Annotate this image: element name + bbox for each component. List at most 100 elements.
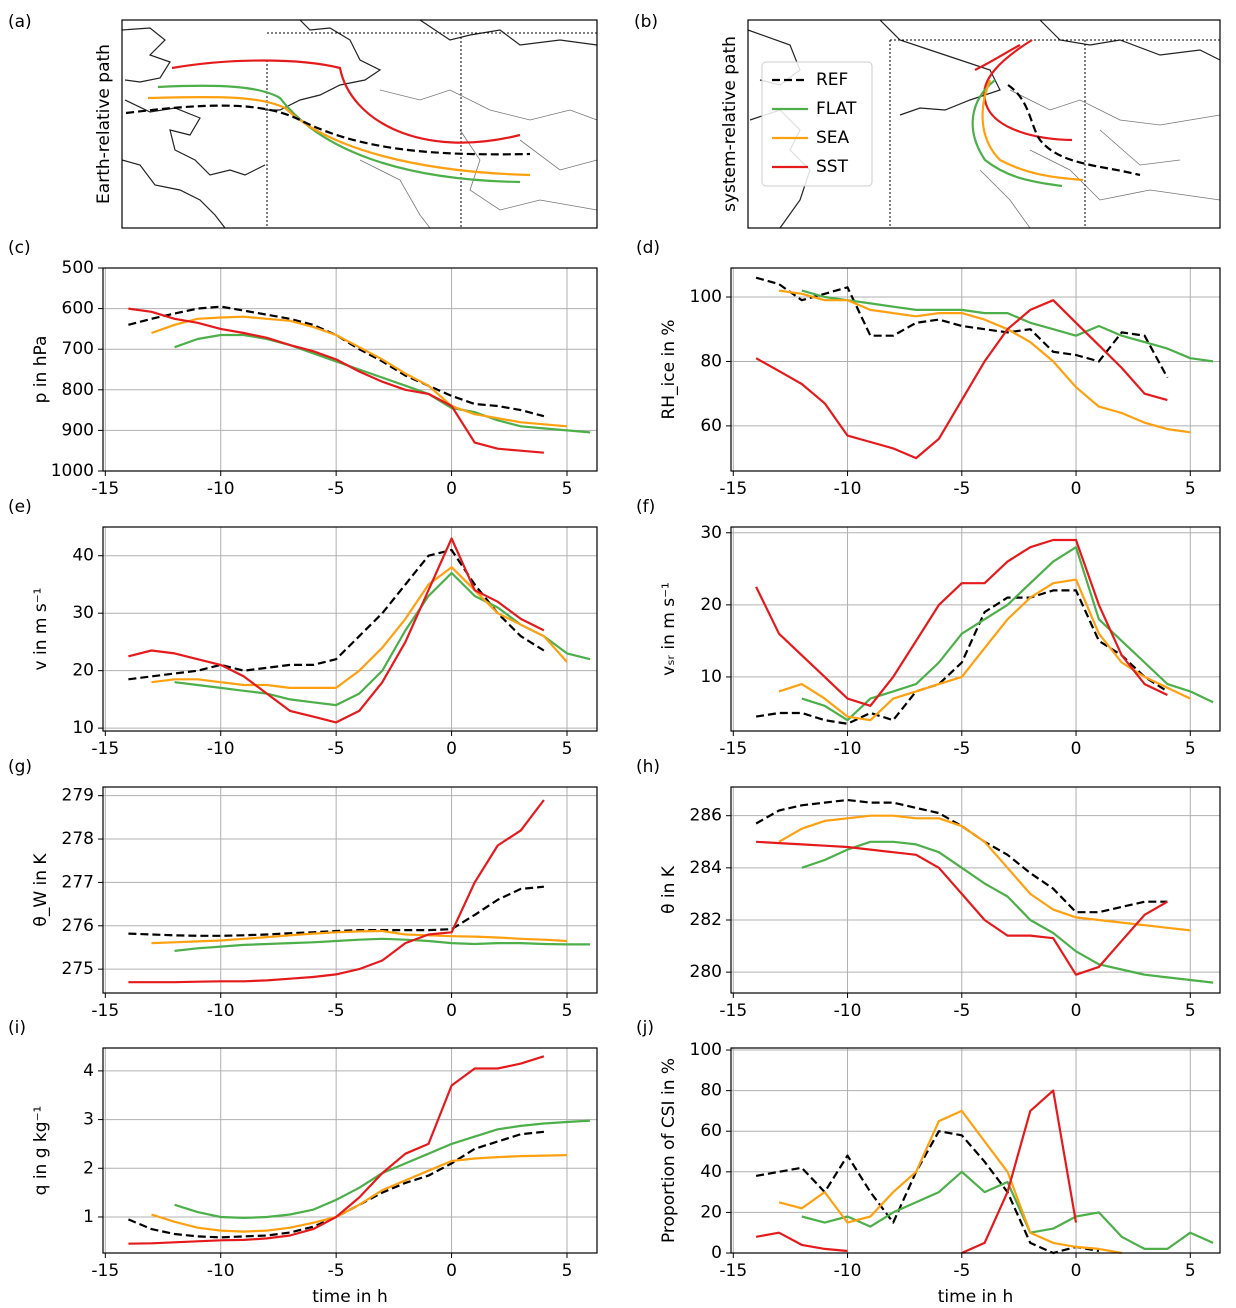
series-line — [778, 1109, 1122, 1255]
x-tick-label: 5 — [562, 1261, 573, 1281]
track-ref — [1007, 84, 1141, 177]
panel-label: (d) — [636, 238, 660, 258]
map-ylabel: system-relative path — [720, 36, 740, 212]
track-flat — [971, 79, 1063, 188]
track-sea — [981, 79, 1084, 182]
x-tick-label: -10 — [207, 739, 235, 759]
x-tick-label: 0 — [446, 479, 457, 499]
map-a: (a) Earth-relative path — [8, 12, 598, 229]
series-line — [128, 1055, 545, 1245]
series-line — [801, 840, 1214, 984]
y-axis-label: RH_ice in % — [659, 319, 679, 419]
track-ref — [125, 104, 531, 156]
plot-frame — [102, 1047, 598, 1254]
series-line — [756, 840, 1168, 976]
legend — [761, 61, 873, 187]
y-tick-label: 276 — [62, 916, 94, 936]
x-tick-label: -15 — [719, 739, 747, 759]
y-tick-label: 80 — [700, 1081, 722, 1101]
y-axis-label: q in g kg⁻¹ — [31, 1106, 51, 1196]
y-tick-label: 277 — [62, 872, 94, 892]
y-tick-label: 60 — [700, 1121, 722, 1141]
x-tick-label: -15 — [91, 479, 119, 499]
x-tick-label: -5 — [953, 1001, 970, 1021]
series-line — [174, 571, 591, 707]
track-sst — [171, 59, 521, 144]
series-line — [801, 289, 1214, 363]
y-axis-label: θ in K — [659, 865, 679, 914]
y-tick-label: 279 — [62, 786, 94, 806]
map-frame — [747, 19, 1221, 229]
y-tick-label: 20 — [72, 661, 94, 681]
y-tick-label: 0 — [711, 1243, 722, 1263]
x-tick-label: -15 — [719, 1261, 747, 1281]
series-line — [128, 799, 545, 984]
series-line — [778, 289, 1191, 434]
series-line — [778, 814, 1191, 932]
x-tick-label: -5 — [328, 1261, 345, 1281]
y-tick-label: 278 — [62, 829, 94, 849]
y-tick-label: 10 — [72, 718, 94, 738]
x-tick-label: -15 — [91, 1001, 119, 1021]
x-tick-label: -15 — [719, 1001, 747, 1021]
y-tick-label: 284 — [690, 858, 722, 878]
y-axis-label: Proportion of CSI in % — [659, 1058, 679, 1243]
map-b: (b) system-relative path REF FLAT SEA SS… — [634, 12, 1221, 229]
x-tick-label: 0 — [1071, 1001, 1082, 1021]
x-tick-label: 0 — [1071, 1261, 1082, 1281]
series-line — [755, 589, 1168, 725]
plot-frame — [730, 1047, 1221, 1254]
series-line — [755, 1130, 1100, 1255]
plot-frame — [730, 786, 1221, 994]
x-tick-label: -5 — [328, 739, 345, 759]
series-line — [778, 578, 1191, 722]
y-tick-label: 2 — [83, 1158, 94, 1178]
y-tick-label: 3 — [83, 1110, 94, 1130]
y-tick-label: 800 — [62, 380, 94, 400]
track-sst — [983, 39, 1073, 142]
y-tick-label: 900 — [62, 420, 94, 440]
series-line — [755, 276, 1169, 379]
series-line — [801, 1170, 1214, 1250]
series-line — [151, 1154, 568, 1233]
x-tick-label: -15 — [719, 479, 747, 499]
series-line — [755, 299, 1168, 460]
y-tick-label: 60 — [700, 416, 722, 436]
x-tick-label: 0 — [446, 1001, 457, 1021]
x-axis-label: time in h — [312, 1287, 388, 1307]
panel-label: (b) — [634, 12, 658, 32]
y-tick-label: 282 — [690, 910, 722, 930]
series-line — [755, 798, 1168, 914]
series-line — [151, 929, 568, 945]
track-sst — [974, 44, 1021, 71]
plot-frame — [102, 786, 598, 994]
panel-label: (f) — [636, 497, 655, 517]
x-tick-label: -10 — [834, 479, 862, 499]
coastline — [121, 19, 598, 229]
panel-label: (e) — [8, 497, 32, 517]
series-line — [801, 546, 1214, 722]
legend-label: SEA — [816, 128, 850, 148]
y-axis-label: p in hPa — [31, 336, 51, 404]
y-tick-label: 600 — [62, 299, 94, 319]
y-axis-label: vₛᵣ in m s⁻¹ — [659, 582, 679, 676]
x-tick-label: 5 — [1185, 479, 1196, 499]
y-tick-label: 20 — [700, 595, 722, 615]
y-tick-label: 20 — [700, 1202, 722, 1222]
series-line — [151, 315, 568, 428]
x-tick-label: 5 — [1185, 739, 1196, 759]
y-tick-label: 80 — [700, 351, 722, 371]
x-tick-label: 0 — [446, 1261, 457, 1281]
x-tick-label: -5 — [953, 739, 970, 759]
panel-label: (c) — [8, 238, 31, 258]
plot-frame — [730, 526, 1221, 732]
y-axis-label: θ_W in K — [31, 853, 51, 927]
x-tick-label: 5 — [1185, 1261, 1196, 1281]
borders — [979, 89, 1221, 229]
panel-label: (a) — [8, 12, 32, 32]
x-tick-label: -15 — [91, 1261, 119, 1281]
x-tick-label: -10 — [207, 479, 235, 499]
x-tick-label: 0 — [446, 739, 457, 759]
y-tick-label: 40 — [72, 546, 94, 566]
x-tick-label: -5 — [328, 1001, 345, 1021]
